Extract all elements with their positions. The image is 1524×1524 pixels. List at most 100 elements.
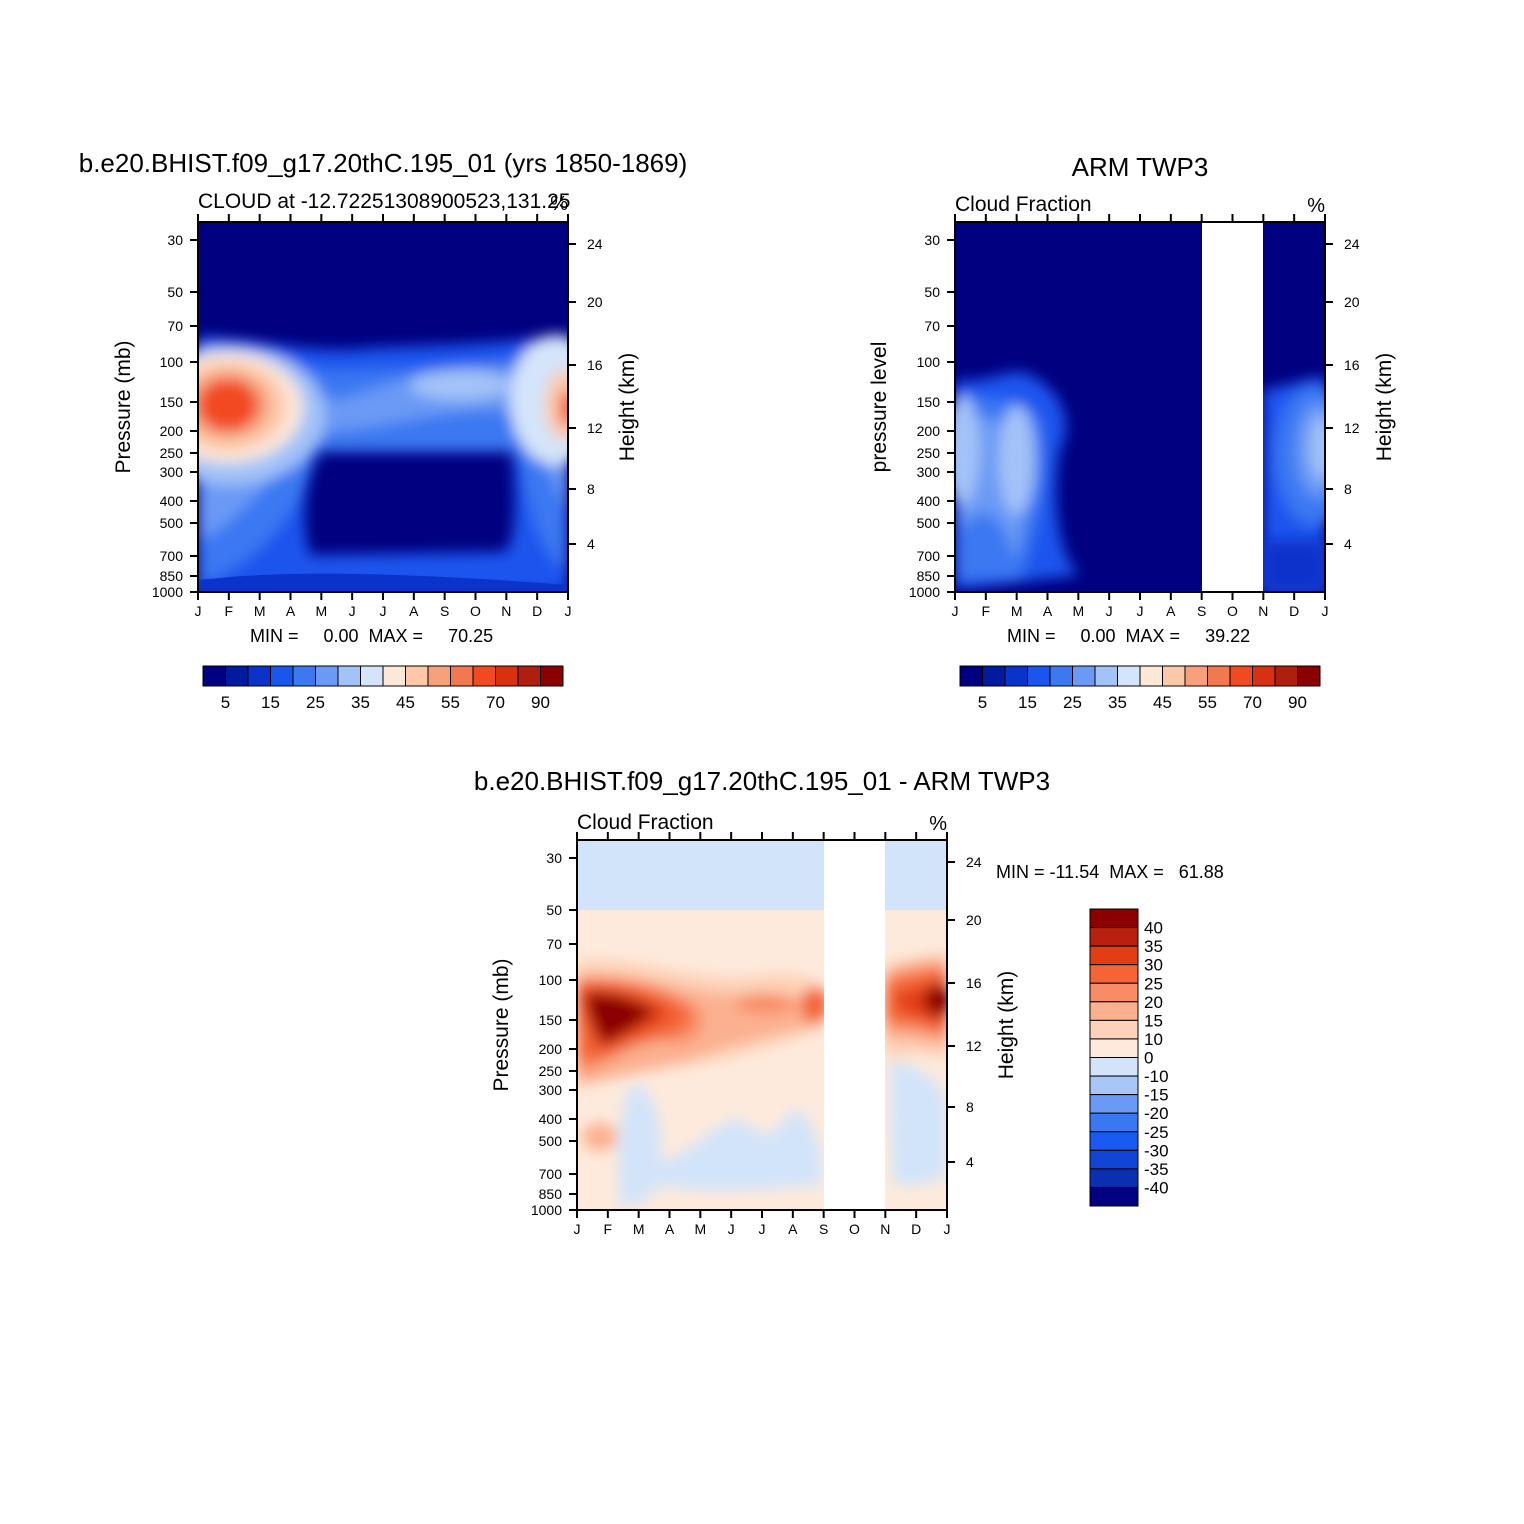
- diff-month-label: J: [728, 1221, 735, 1237]
- obs-height-label: 12: [1344, 420, 1360, 436]
- model-colorbar-swatch: [495, 665, 519, 687]
- diff-pressure-label: 100: [539, 972, 563, 988]
- model-y-axis-title: Pressure (mb): [112, 340, 135, 473]
- obs-subtitle: Cloud Fraction: [955, 193, 1092, 216]
- obs-month-label: A: [1043, 603, 1053, 619]
- obs-month-label: M: [1011, 603, 1023, 619]
- obs-colorbar-swatch: [1139, 665, 1163, 687]
- diff-height-label: 20: [966, 912, 982, 928]
- diff-colorbar-swatch: [1089, 1094, 1139, 1114]
- model-pressure-label: 250: [160, 445, 184, 461]
- model-colorbar-swatch: [270, 665, 294, 687]
- obs-colorbar-label: 5: [978, 693, 987, 712]
- diff-colorbar-label: -20: [1144, 1104, 1169, 1123]
- model-month-label: A: [286, 603, 296, 619]
- model-colorbar-swatch: [202, 665, 226, 687]
- diff-month-label: O: [849, 1221, 860, 1237]
- model-month-label: J: [380, 603, 387, 619]
- obs-colorbar-swatch: [1094, 665, 1118, 687]
- diff-pressure-label: 400: [539, 1111, 563, 1127]
- diff-colorbar-label: 15: [1144, 1011, 1163, 1030]
- model-month-label: O: [470, 603, 481, 619]
- diff-colorbar-label: 10: [1144, 1030, 1163, 1049]
- model-month-label: M: [254, 603, 266, 619]
- obs-pressure-label: 1000: [909, 584, 940, 600]
- model-month-label: J: [349, 603, 356, 619]
- model-colorbar-label: 55: [441, 693, 460, 712]
- obs-colorbar-swatch: [1072, 665, 1096, 687]
- model-colorbar-label: 70: [486, 693, 505, 712]
- obs-colorbar-swatch: [1004, 665, 1028, 687]
- model-colorbar-swatch: [540, 665, 564, 687]
- model-month-label: M: [315, 603, 327, 619]
- model-pressure-label: 850: [160, 568, 184, 584]
- obs-colorbar-swatch: [959, 665, 983, 687]
- model-pressure-label: 1000: [152, 584, 183, 600]
- diff-month-label: S: [819, 1221, 828, 1237]
- obs-month-label: S: [1197, 603, 1206, 619]
- model-pressure-label: 300: [160, 464, 184, 480]
- diff-pressure-label: 200: [539, 1041, 563, 1057]
- diff-colorbar-label: 0: [1144, 1049, 1153, 1068]
- obs-height-label: 16: [1344, 357, 1360, 373]
- diff-title: b.e20.BHIST.f09_g17.20thC.195_01 - ARM T…: [474, 766, 1050, 796]
- model-pressure-label: 100: [160, 354, 184, 370]
- obs-pressure-label: 400: [917, 493, 941, 509]
- diff-colorbar-swatch: [1089, 1112, 1139, 1133]
- obs-colorbar-label: 70: [1243, 693, 1262, 712]
- diff-colorbar-swatch: [1089, 1001, 1139, 1021]
- diff-colorbar-label: 30: [1144, 956, 1163, 975]
- obs-title: ARM TWP3: [1072, 152, 1209, 182]
- obs-height-label: 24: [1344, 236, 1360, 252]
- diff-month-label: A: [665, 1221, 675, 1237]
- diff-colorbar-swatch: [1089, 1038, 1139, 1058]
- diff-colorbar-label: -35: [1144, 1160, 1169, 1179]
- model-pressure-label: 30: [167, 232, 183, 248]
- diff-month-label: A: [788, 1221, 798, 1237]
- diff-colorbar-swatch: [1089, 927, 1139, 947]
- model-pressure-label: 150: [160, 394, 184, 410]
- obs-axes: J F M A M J J A S O N D J 30 50 70 100 150 200 250 300 400 500…: [909, 214, 1360, 619]
- diff-month-label: M: [694, 1221, 706, 1237]
- model-colorbar-swatch: [382, 665, 406, 687]
- model-month-label: J: [195, 603, 202, 619]
- model-pressure-label: 70: [167, 318, 183, 334]
- diff-colorbar-swatch: [1089, 1186, 1139, 1207]
- model-month-label: N: [501, 603, 511, 619]
- diff-height-label: 24: [966, 854, 982, 870]
- model-height-label: 20: [587, 294, 603, 310]
- model-y2-axis-title: Height (km): [616, 353, 639, 462]
- diff-height-label: 4: [966, 1154, 974, 1170]
- diff-pressure-label: 850: [539, 1186, 563, 1202]
- model-pressure-label: 700: [160, 548, 184, 564]
- diff-colorbar-label: -10: [1144, 1067, 1169, 1086]
- obs-pressure-label: 500: [917, 515, 941, 531]
- obs-colorbar-swatch: [982, 665, 1006, 687]
- diff-colorbar-label: -15: [1144, 1086, 1169, 1105]
- obs-colorbar-swatch: [1207, 665, 1231, 687]
- obs-units-label: %: [1307, 195, 1325, 217]
- obs-month-label: J: [1322, 603, 1329, 619]
- model-colorbar-label: 25: [306, 693, 325, 712]
- obs-colorbar-swatch: [1162, 665, 1186, 687]
- diff-colorbar-label: 40: [1144, 919, 1163, 938]
- diff-colorbar-label: 35: [1144, 937, 1163, 956]
- obs-month-label: J: [1106, 603, 1113, 619]
- obs-colorbar-swatch: [1252, 665, 1276, 687]
- model-colorbar-swatch: [427, 665, 451, 687]
- diff-colorbar-swatch: [1089, 982, 1139, 1003]
- obs-colorbar-label: 25: [1063, 693, 1082, 712]
- diff-colorbar-label: -40: [1144, 1178, 1169, 1197]
- diff-colorbar-swatch: [1089, 945, 1139, 966]
- model-height-label: 12: [587, 420, 603, 436]
- diff-stats: MIN = -11.54 MAX = 61.88: [996, 862, 1224, 882]
- obs-pressure-label: 70: [924, 318, 940, 334]
- diff-month-label: D: [911, 1221, 921, 1237]
- diff-pressure-label: 150: [539, 1012, 563, 1028]
- obs-month-label: J: [1137, 603, 1144, 619]
- model-month-label: D: [532, 603, 542, 619]
- obs-pressure-label: 50: [924, 284, 940, 300]
- diff-colorbar-label: -25: [1144, 1123, 1169, 1142]
- model-colorbar-label: 90: [531, 693, 550, 712]
